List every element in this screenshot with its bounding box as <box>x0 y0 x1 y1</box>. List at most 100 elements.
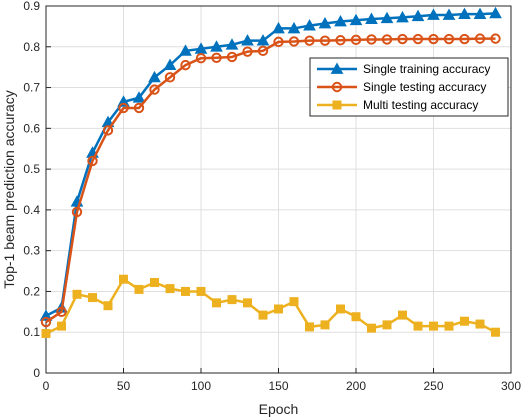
series-line <box>45 277 497 335</box>
data-point <box>257 45 269 57</box>
data-point <box>303 19 316 31</box>
data-point <box>350 34 362 46</box>
data-point <box>491 327 500 337</box>
data-point <box>132 91 146 103</box>
data-point <box>227 295 237 305</box>
data-point <box>365 12 378 24</box>
y-tick-label: 0 <box>33 366 40 380</box>
data-point <box>57 321 66 331</box>
data-point <box>119 274 128 284</box>
data-point <box>72 289 82 299</box>
data-point <box>411 9 425 22</box>
y-axis-title: Top-1 beam prediction accuracy <box>1 90 17 288</box>
data-point <box>88 293 97 303</box>
data-point <box>103 301 113 311</box>
y-tick-label: 0.2 <box>23 284 40 298</box>
data-point <box>133 102 145 114</box>
data-point <box>102 125 114 136</box>
data-point <box>320 320 330 330</box>
legend-entry: Multi testing accuracy <box>317 98 478 112</box>
x-tick-label: 200 <box>346 379 366 393</box>
data-point <box>226 51 238 63</box>
y-tick-label: 0.1 <box>23 325 40 339</box>
y-tick-label: 0.7 <box>23 81 40 95</box>
data-point <box>274 304 283 314</box>
data-point <box>149 84 160 95</box>
data-point <box>475 319 485 329</box>
data-point <box>429 321 438 331</box>
data-point <box>180 59 191 71</box>
data-point <box>181 286 190 296</box>
x-tick-label: 250 <box>423 379 443 393</box>
data-point <box>258 310 268 320</box>
x-tick-label: 0 <box>43 379 50 393</box>
legend-swatch-marker <box>331 81 343 93</box>
legend-entries: Single training accuracy Single testing a… <box>317 62 490 112</box>
data-point <box>367 323 376 333</box>
data-point <box>164 72 176 83</box>
data-point <box>412 33 424 45</box>
data-point <box>351 312 361 322</box>
x-tick-label: 50 <box>117 379 131 393</box>
legend-swatch-marker <box>330 62 344 74</box>
data-point <box>41 328 51 338</box>
data-point <box>413 321 423 331</box>
legend-label: Single testing accuracy <box>363 80 486 94</box>
data-point <box>428 33 439 45</box>
data-point <box>165 284 175 294</box>
y-tick-label: 0.4 <box>23 203 40 217</box>
data-point <box>163 58 177 71</box>
data-point <box>241 34 254 46</box>
data-point <box>243 298 252 308</box>
series-layer <box>39 6 502 338</box>
data-point <box>458 7 471 20</box>
data-point <box>196 286 206 296</box>
data-point <box>256 34 270 46</box>
data-point <box>40 316 52 328</box>
x-axis-title: Epoch <box>259 401 299 417</box>
data-point <box>211 52 222 63</box>
data-point <box>396 10 409 23</box>
data-point <box>118 102 129 114</box>
data-point <box>87 155 98 167</box>
y-tick-label: 0.8 <box>23 40 40 54</box>
x-tick-label: 150 <box>268 379 288 393</box>
data-point <box>289 297 299 307</box>
legend-label: Single training accuracy <box>363 62 490 76</box>
data-point <box>381 34 393 45</box>
legend-swatch-marker <box>332 100 342 110</box>
data-point <box>212 298 221 308</box>
data-point <box>134 284 144 294</box>
y-tick-label: 0.5 <box>23 162 40 176</box>
data-point <box>56 306 67 318</box>
data-point <box>397 33 408 45</box>
data-point <box>318 17 332 29</box>
data-point <box>71 206 83 218</box>
data-point <box>490 33 501 44</box>
data-point <box>319 35 331 46</box>
data-point <box>380 11 394 24</box>
data-point <box>195 52 207 64</box>
data-point <box>225 38 239 50</box>
y-tick-label: 0.6 <box>23 121 40 135</box>
axis-ticks: 0 50 100 150 200 250 300 0 0.1 0.2 0.3 0.4 0.5 0.6 0.7… <box>23 0 521 393</box>
data-point <box>473 7 487 20</box>
data-point <box>150 277 159 287</box>
data-point <box>242 46 253 57</box>
data-point <box>366 34 377 45</box>
data-point <box>474 33 486 44</box>
legend-label: Multi testing accuracy <box>363 98 478 112</box>
data-point <box>272 21 285 34</box>
y-tick-label: 0.3 <box>23 244 40 258</box>
series-1 <box>39 6 502 321</box>
data-point <box>179 44 192 56</box>
data-point <box>288 36 300 47</box>
data-point <box>335 35 346 46</box>
data-point <box>489 6 502 19</box>
data-point <box>273 36 284 48</box>
data-point <box>305 322 314 332</box>
data-point <box>398 310 407 320</box>
data-point <box>336 304 345 314</box>
